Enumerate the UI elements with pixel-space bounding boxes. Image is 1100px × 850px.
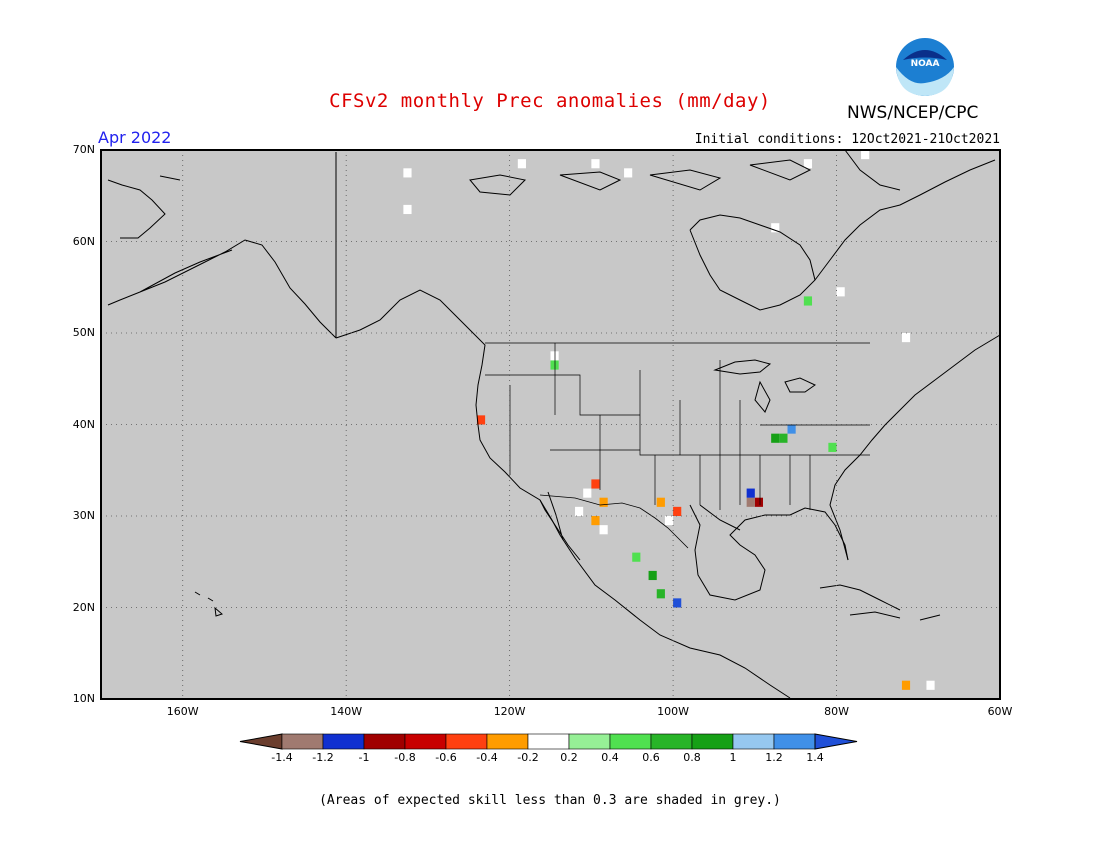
anomaly-cell [575,506,584,516]
colorbar-tick-label: -1 [358,751,370,764]
colorbar-tick-label: 1.2 [765,751,783,764]
anomaly-cell [664,516,674,526]
colorbar-tick-label: -1.4 [271,751,293,764]
anomaly-cell [861,150,870,160]
colorbar [239,733,858,750]
colorbar-swatch [527,733,570,750]
anomaly-cell [517,159,526,169]
colorbar-tick-label: -0.8 [394,751,416,764]
colorbar-tick-label: 1.4 [806,751,824,764]
longitude-tick-label: 120W [493,705,526,718]
colorbar-swatch [609,733,652,750]
anomaly-cell [901,333,911,343]
longitude-tick-label: 80W [824,705,849,718]
anomaly-cell [632,552,641,562]
latitude-tick-label: 30N [72,509,95,522]
colorbar-swatch [322,733,365,750]
anomaly-cell [591,159,600,169]
colorbar-tick-label: -0.2 [517,751,539,764]
anomaly-cell [403,204,412,215]
colorbar-tick-label: 0.8 [683,751,701,764]
anomaly-cell [673,506,682,516]
longitude-tick-label: 100W [657,705,690,718]
anomaly-cell [771,223,780,233]
anomaly-cell [803,296,813,306]
colorbar-swatch [773,733,816,750]
latitude-tick-label: 20N [72,600,95,614]
anomaly-cell [746,497,755,507]
anomaly-cell [787,424,796,434]
anomaly-cell [591,479,600,489]
colorbar-tick-label: -1.2 [312,751,334,764]
anomaly-cell [648,570,657,581]
latitude-tick-label: 70N [72,143,95,156]
anomaly-cell [599,525,608,535]
anomaly-cell [803,159,813,169]
svg-text:NOAA: NOAA [911,59,940,69]
anomaly-cell [403,168,412,178]
agency-label: NWS/NCEP/CPC [847,103,979,123]
anomaly-cell [550,351,559,361]
chart-title: CFSv2 monthly Prec anomalies (mm/day) [329,90,771,112]
anomaly-cell [836,287,845,297]
colorbar-max-arrow [814,733,858,750]
anomaly-cell [771,433,780,443]
latitude-tick-label: 60N [72,234,95,248]
anomaly-cell [828,442,837,452]
anomaly-cell [656,589,665,599]
initial-conditions-label: Initial conditions: 12Oct2021-21Oct2021 [694,132,1000,147]
longitude-tick-label: 60W [987,705,1013,718]
colorbar-tick-label: 1 [729,751,737,764]
anomaly-cell [754,497,763,507]
latitude-tick-label: 10N [72,692,95,705]
latitude-tick-label: 40N [72,417,95,431]
colorbar-swatch [281,733,324,750]
anomaly-cell [476,415,486,425]
longitude-tick-label: 140W [330,705,363,718]
colorbar-swatch [691,733,734,750]
map-border [100,149,1001,700]
colorbar-swatch [568,733,611,750]
skill-footnote: (Areas of expected skill less than 0.3 a… [319,793,781,808]
anomaly-cell [591,516,600,526]
colorbar-swatch [486,733,529,750]
anomaly-cell [599,497,608,507]
anomaly-cell [779,433,788,443]
anomaly-cell [656,497,665,507]
colorbar-tick-label: 0.6 [642,751,660,764]
colorbar-tick-label: -0.4 [476,751,498,764]
anomaly-cell [624,168,633,178]
noaa-logo: NOAA [894,36,956,98]
target-month-label: Apr 2022 [98,128,172,147]
anomaly-cell [550,360,559,370]
colorbar-swatch [732,733,775,750]
anomaly-cell [746,488,755,498]
anomaly-cell [901,680,911,690]
anomaly-cell [673,598,682,608]
colorbar-swatch [445,733,488,750]
coastlines [107,149,1001,699]
colorbar-swatch [404,733,447,750]
anomaly-cell [926,680,935,690]
colorbar-swatch [363,733,406,750]
colorbar-min-arrow [239,733,283,750]
map-panel [101,150,1000,699]
colorbar-tick-label: 0.2 [560,751,578,764]
colorbar-tick-label: 0.4 [601,751,619,764]
colorbar-swatch [650,733,693,750]
longitude-tick-label: 160W [166,705,199,718]
anomaly-cell [583,488,592,498]
latitude-tick-label: 50N [72,326,95,339]
anomaly-cells [403,150,935,690]
colorbar-tick-label: -0.6 [435,751,457,764]
